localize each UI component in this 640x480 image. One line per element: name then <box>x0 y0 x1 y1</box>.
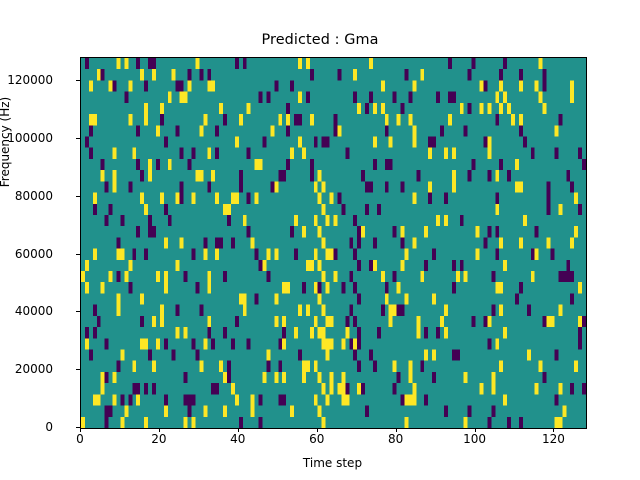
x-tick-label: 60 <box>309 432 325 446</box>
y-tick-mark <box>76 195 80 197</box>
y-tick-label: 20000 <box>14 362 53 377</box>
y-tick-mark <box>76 369 80 371</box>
page-title: Predicted : Gma <box>261 32 379 48</box>
x-tick-mark <box>158 428 160 432</box>
y-tick-label: 120000 <box>7 73 53 88</box>
x-tick-label: 0 <box>76 432 84 446</box>
y-tick-label: 80000 <box>14 188 53 203</box>
heatmap-image <box>81 58 586 428</box>
x-axis-label: Time step <box>302 456 363 470</box>
x-tick-mark <box>474 428 476 432</box>
x-tick-label: 40 <box>230 432 246 446</box>
x-tick-mark <box>395 428 397 432</box>
y-tick-mark <box>76 137 80 139</box>
y-tick-label: 0 <box>45 420 53 434</box>
y-tick-mark <box>76 253 80 255</box>
y-tick-label: 40000 <box>14 304 53 319</box>
y-tick-label: 100000 <box>7 130 53 145</box>
x-tick-label: 100 <box>463 432 486 446</box>
x-tick-mark <box>80 428 81 432</box>
x-tick-mark <box>316 428 318 432</box>
x-tick-label: 120 <box>541 432 565 446</box>
x-tick-label: 80 <box>387 432 404 446</box>
y-tick-mark <box>76 427 80 428</box>
x-tick-mark <box>237 428 239 432</box>
heatmap-axes[interactable] <box>80 57 587 429</box>
x-tick-label: 20 <box>151 432 167 446</box>
y-tick-mark <box>76 80 80 82</box>
x-tick-mark <box>553 428 555 432</box>
y-tick-mark <box>76 311 80 313</box>
y-tick-label: 60000 <box>14 246 53 261</box>
